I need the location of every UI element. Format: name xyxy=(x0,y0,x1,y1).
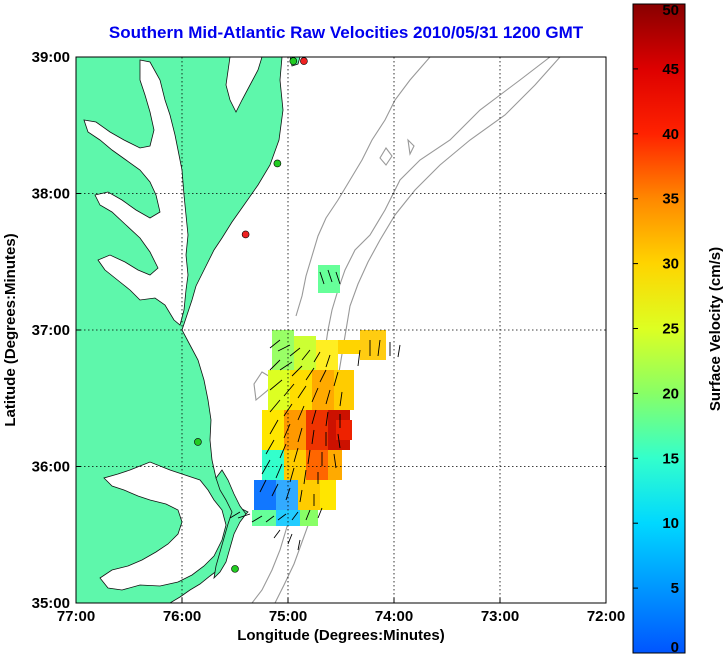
y-axis-label: Latitude (Degrees:Minutes) xyxy=(2,233,19,426)
grid-lines xyxy=(76,57,606,603)
x-tick-label: 76:00 xyxy=(163,608,201,625)
map-area xyxy=(76,57,606,603)
colorbar-tick-label: 50 xyxy=(662,2,679,19)
y-tick-label: 39:00 xyxy=(32,49,70,66)
x-tick-label: 75:00 xyxy=(269,608,307,625)
colorbar-tick-label: 15 xyxy=(662,450,679,467)
radar-station-marker xyxy=(289,57,298,65)
pamlico-sound xyxy=(99,461,227,591)
x-tick-label: 74:00 xyxy=(375,608,413,625)
land-mass xyxy=(76,57,284,603)
colorbar-tick-label: 25 xyxy=(662,321,679,338)
radar-station-marker xyxy=(273,159,282,168)
chesapeake-bay xyxy=(83,59,189,326)
radar-station-marker xyxy=(231,565,239,573)
x-tick-label: 72:00 xyxy=(587,608,625,625)
x-tick-label: 77:00 xyxy=(57,608,95,625)
colorbar-tick-label: 30 xyxy=(662,256,679,273)
colorbar-tick-label: 45 xyxy=(662,61,679,78)
radar-station-marker xyxy=(241,230,250,239)
radar-station-marker xyxy=(300,57,308,65)
barrier-islands xyxy=(213,469,247,580)
colorbar xyxy=(632,3,686,654)
radar-station-marker xyxy=(194,438,202,446)
colorbar-tick-label: 0 xyxy=(671,639,679,656)
x-tick-label: 73:00 xyxy=(481,608,519,625)
station-markers xyxy=(194,57,308,573)
colorbar-tick-label: 5 xyxy=(671,580,679,597)
colorbar-tick-label: 10 xyxy=(662,515,679,532)
y-tick-label: 38:00 xyxy=(32,186,70,203)
map-title: Southern Mid-Atlantic Raw Velocities 201… xyxy=(108,23,584,42)
y-tick-label: 37:00 xyxy=(32,322,70,339)
x-axis-label: Longitude (Degrees:Minutes) xyxy=(237,627,445,644)
colorbar-tick-label: 40 xyxy=(662,126,679,143)
y-tick-label: 35:00 xyxy=(32,595,70,612)
colorbar-label: Surface Velocity (cm/s) xyxy=(707,247,724,411)
velocity-field xyxy=(252,265,386,526)
delaware-bay xyxy=(225,57,263,113)
y-tick-label: 36:00 xyxy=(32,459,70,476)
colorbar-tick-label: 20 xyxy=(662,385,679,402)
colorbar-tick-label: 35 xyxy=(662,191,679,208)
